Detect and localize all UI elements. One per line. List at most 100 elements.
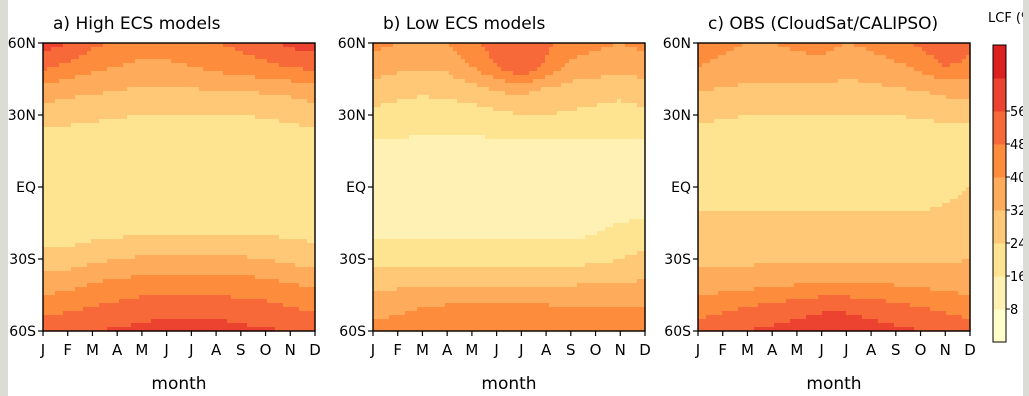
heatmap-cell (107, 271, 112, 276)
heatmap-cell (167, 259, 172, 264)
heatmap-cell (63, 139, 68, 144)
heatmap-cell (299, 83, 304, 88)
heatmap-cell (103, 267, 108, 272)
heatmap-cell (203, 291, 208, 296)
heatmap-cell (251, 55, 256, 60)
heatmap-cell (271, 59, 276, 64)
heatmap-cell (159, 159, 164, 164)
heatmap-cell (139, 67, 144, 72)
heatmap-cell (147, 187, 152, 192)
heatmap-cell (195, 283, 200, 288)
heatmap-cell (259, 171, 264, 176)
heatmap-cell (159, 291, 164, 296)
heatmap-cell (87, 327, 92, 332)
heatmap-cell (179, 91, 184, 96)
heatmap-cell (143, 267, 148, 272)
heatmap-cell (307, 295, 312, 300)
heatmap-cell (47, 323, 52, 328)
heatmap-cell (99, 163, 104, 168)
heatmap-cell (299, 271, 304, 276)
heatmap-cell (103, 103, 108, 108)
heatmap-cell (159, 215, 164, 220)
heatmap-cell (107, 67, 112, 72)
heatmap-cell (251, 135, 256, 140)
heatmap-cell (187, 239, 192, 244)
heatmap-cell (259, 95, 264, 100)
heatmap-cell (283, 119, 288, 124)
heatmap-cell (279, 191, 284, 196)
heatmap-cell (211, 239, 216, 244)
heatmap-cell (183, 71, 188, 76)
heatmap-cell (183, 111, 188, 116)
heatmap-cell (99, 215, 104, 220)
heatmap-cell (207, 267, 212, 272)
heatmap-cell (171, 51, 176, 56)
heatmap-cell (63, 87, 68, 92)
heatmap-cell (199, 235, 204, 240)
heatmap-cell (143, 47, 148, 52)
heatmap-cell (231, 75, 236, 80)
heatmap-cell (139, 43, 144, 48)
heatmap-cell (163, 95, 168, 100)
heatmap-cell (283, 71, 288, 76)
heatmap-cell (179, 139, 184, 144)
heatmap-cell (283, 51, 288, 56)
heatmap-cell (271, 155, 276, 160)
heatmap-cell (71, 95, 76, 100)
heatmap-cell (275, 87, 280, 92)
heatmap-cell (163, 147, 168, 152)
heatmap-cell (187, 243, 192, 248)
heatmap-cell (95, 123, 100, 128)
heatmap-cell (219, 299, 224, 304)
heatmap-cell (55, 255, 60, 260)
heatmap-cell (223, 163, 228, 168)
heatmap-cell (311, 131, 316, 136)
heatmap-cell (115, 87, 120, 92)
heatmap-cell (55, 107, 60, 112)
heatmap-cell (115, 203, 120, 208)
heatmap-cell (437, 43, 442, 48)
heatmap-cell (83, 299, 88, 304)
heatmap-cell (417, 43, 422, 48)
heatmap-cell (271, 163, 276, 168)
heatmap-cell (283, 191, 288, 196)
heatmap-cell (47, 223, 52, 228)
heatmap-cell (87, 191, 92, 196)
heatmap-cell (227, 55, 232, 60)
heatmap-cell (311, 67, 316, 72)
heatmap-cell (179, 243, 184, 248)
heatmap-cell (51, 47, 56, 52)
heatmap-cell (71, 235, 76, 240)
heatmap-cell (223, 227, 228, 232)
heatmap-cell (63, 131, 68, 136)
heatmap-cell (115, 131, 120, 136)
heatmap-cell (163, 263, 168, 268)
heatmap-cell (43, 307, 48, 312)
heatmap-cell (119, 255, 124, 260)
heatmap-cell (139, 59, 144, 64)
heatmap-cell (147, 163, 152, 168)
heatmap-cell (159, 187, 164, 192)
heatmap-cell (103, 171, 108, 176)
heatmap-cell (207, 251, 212, 256)
heatmap-cell (239, 143, 244, 148)
heatmap-cell (63, 227, 68, 232)
heatmap-cell (227, 211, 232, 216)
heatmap-cell (91, 303, 96, 308)
heatmap-cell (303, 243, 308, 248)
heatmap-cell (147, 43, 152, 48)
heatmap-cell (95, 67, 100, 72)
heatmap-cell (71, 71, 76, 76)
heatmap-cell (251, 183, 256, 188)
heatmap-cell (171, 235, 176, 240)
heatmap-cell (143, 255, 148, 260)
heatmap-cell (271, 175, 276, 180)
heatmap-cell (195, 327, 200, 332)
heatmap-cell (107, 243, 112, 248)
heatmap-cell (243, 87, 248, 92)
heatmap-cell (103, 83, 108, 88)
heatmap-cell (239, 87, 244, 92)
heatmap-cell (223, 315, 228, 320)
heatmap-cell (71, 271, 76, 276)
heatmap-cell (119, 115, 124, 120)
